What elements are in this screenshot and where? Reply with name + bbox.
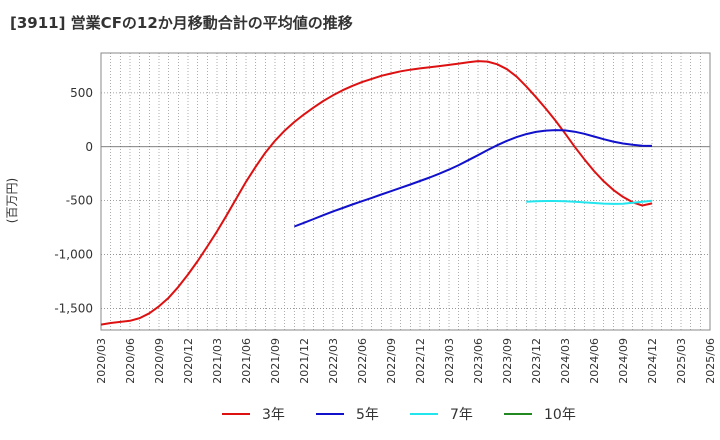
y-tick-label: -500: [66, 194, 93, 208]
x-tick-label: 2022/09: [385, 338, 398, 384]
x-tick-label: 2020/12: [182, 338, 195, 384]
x-tick-label: 2022/12: [414, 338, 427, 384]
x-tick-label: 2020/06: [124, 338, 137, 384]
y-tick-label: -1,000: [54, 248, 93, 262]
legend-label-3y: 3年: [262, 407, 285, 423]
plot-border: [100, 52, 711, 331]
y-tick-label: -1,500: [54, 301, 93, 315]
x-tick-label: 2024/09: [617, 338, 630, 384]
x-tick-label: 2020/09: [153, 338, 166, 384]
x-tick-label: 2025/03: [675, 338, 688, 384]
x-tick-label: 2020/03: [95, 338, 108, 384]
y-tick-label: 0: [85, 140, 93, 154]
x-tick-label: 2023/06: [472, 338, 485, 384]
legend-label-5y: 5年: [356, 407, 379, 423]
legend-swatch-10y: [504, 413, 532, 415]
legend-item-7y: 7年: [410, 404, 473, 424]
legend-swatch-5y: [316, 413, 344, 415]
y-tick-label: 500: [70, 86, 93, 100]
x-tick-label: 2024/12: [646, 338, 659, 384]
legend-item-5y: 5年: [316, 404, 379, 424]
legend-label-7y: 7年: [450, 407, 473, 423]
plot-area: [101, 53, 710, 330]
series-line-1: [100, 60, 653, 326]
legend-item-10y: 10年: [504, 404, 576, 424]
x-tick-label: 2021/06: [240, 338, 253, 384]
legend-swatch-7y: [410, 413, 438, 415]
x-tick-label: 2023/03: [443, 338, 456, 384]
x-tick-label: 2023/12: [530, 338, 543, 384]
x-tick-label: 2023/09: [501, 338, 514, 384]
x-tick-label: 2021/03: [211, 338, 224, 384]
x-tick-label: 2024/03: [559, 338, 572, 384]
legend: 3年 5年 7年 10年: [0, 404, 720, 428]
chart-title: [3911] 営業CFの12か月移動合計の平均値の推移: [10, 14, 353, 32]
x-tick-label: 2021/12: [298, 338, 311, 384]
series-line-2: [293, 129, 653, 228]
x-tick-label: 2022/03: [327, 338, 340, 384]
x-tick-label: 2025/06: [704, 338, 717, 384]
x-tick-label: 2021/09: [269, 338, 282, 384]
legend-label-10y: 10年: [544, 407, 576, 423]
x-tick-label: 2022/06: [356, 338, 369, 384]
legend-item-3y: 3年: [222, 404, 285, 424]
legend-swatch-3y: [222, 413, 250, 415]
series-line-3: [526, 199, 653, 205]
x-tick-label: 2024/06: [588, 338, 601, 384]
